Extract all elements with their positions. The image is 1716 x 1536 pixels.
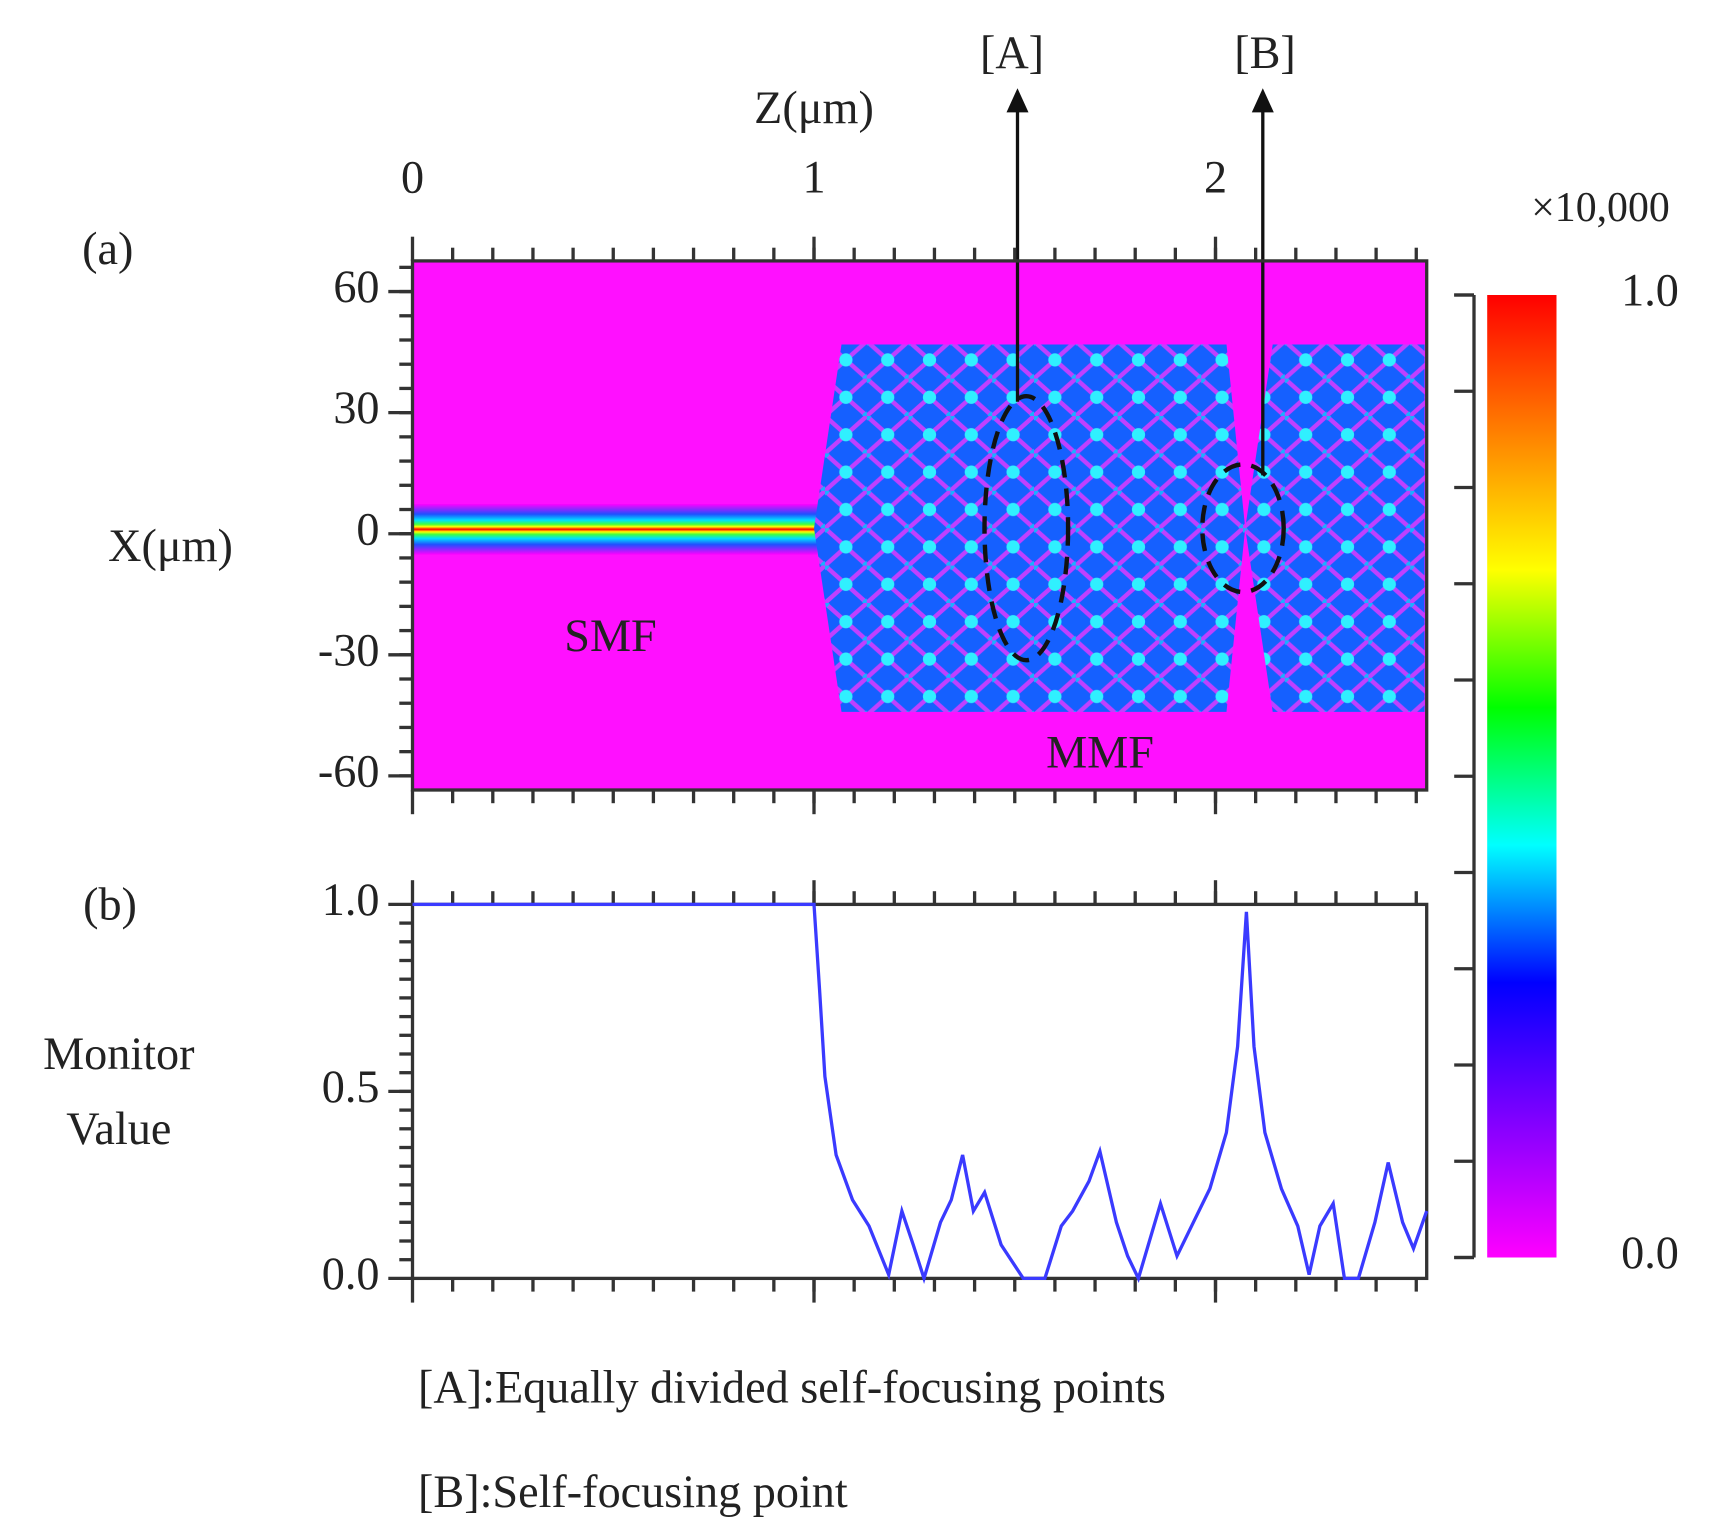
focus-ellipse (1200, 462, 1286, 595)
x-axis-label: Z(μm) (754, 82, 874, 133)
footnote: [B]:Self-focusing point (418, 1466, 848, 1517)
plot-frame (410, 902, 1429, 1281)
arrow-line (1015, 104, 1265, 476)
y-tick-label: 0 (356, 503, 379, 554)
y-tick-label: 0.0 (322, 1248, 380, 1299)
mmf-pattern (814, 344, 1246, 712)
y-axis-label: Value (66, 1103, 171, 1154)
plot-frame (410, 259, 1429, 792)
arrow-head (1006, 88, 1274, 113)
line-series (412, 902, 1429, 1285)
x-tick-label: 0 (401, 151, 424, 202)
y-tick-label: 0.5 (322, 1061, 380, 1112)
x-tick-label: 1 (802, 151, 825, 202)
annotation: [A] (980, 27, 1044, 78)
colorbar-tick-label: 1.0 (1621, 265, 1679, 316)
colorbar-tick-label: 0.0 (1621, 1227, 1679, 1278)
panel-label: (b) (83, 878, 137, 929)
y-tick-label: -30 (318, 624, 380, 675)
smf-beam (412, 504, 818, 555)
y-tick-label: -60 (318, 745, 380, 796)
colorbar (1487, 295, 1557, 1258)
y-axis-label: X(μm) (108, 520, 233, 571)
focus-ellipse (982, 393, 1071, 663)
region-label: MMF (1046, 727, 1154, 778)
y-tick-label: 60 (333, 261, 379, 312)
mmf-pattern (1245, 344, 1425, 712)
colorbar-label: ×10,000 (1531, 185, 1670, 231)
panel-label: (a) (82, 223, 133, 274)
y-tick-label: 30 (333, 382, 379, 433)
x-tick-label: 2 (1204, 151, 1227, 202)
annotation: [B] (1234, 27, 1296, 78)
footnote: [A]:Equally divided self-focusing points (418, 1361, 1166, 1412)
y-tick-label: 1.0 (322, 874, 380, 925)
region-label: SMF (564, 610, 656, 661)
y-axis-label: Monitor (43, 1028, 194, 1079)
